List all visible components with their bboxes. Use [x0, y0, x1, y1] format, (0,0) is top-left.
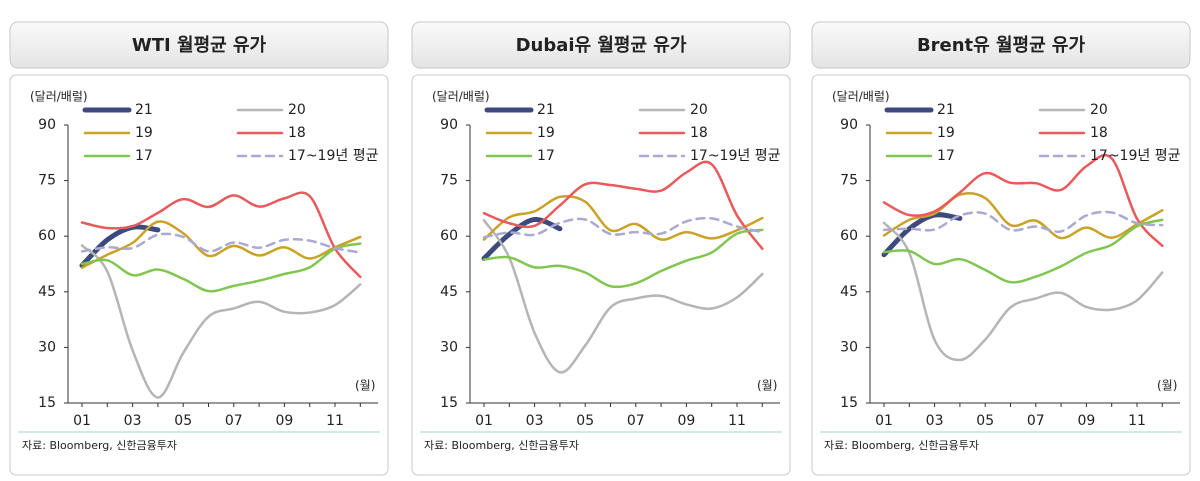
legend-label: 20 — [288, 102, 306, 118]
series-line — [882, 153, 1164, 248]
y-tick-label: 15 — [440, 395, 458, 411]
series-line — [882, 192, 1164, 240]
source: 자료: Bloomberg, 신한금융투자 — [824, 439, 979, 452]
chart-box — [411, 74, 791, 476]
series-line — [482, 216, 764, 239]
x-tick-label: 03 — [526, 413, 544, 429]
x-tick-label: 03 — [926, 413, 944, 429]
series-line — [882, 221, 1164, 362]
legend-label: 21 — [537, 102, 555, 118]
y-tick-label: 90 — [440, 117, 458, 133]
x-tick-label: 09 — [1077, 413, 1095, 429]
x-tick-label: 05 — [576, 413, 594, 429]
x-tick-label: 03 — [124, 413, 142, 429]
legend-label: 17 — [537, 148, 555, 164]
series-line — [482, 228, 764, 289]
legend-label: 18 — [1090, 125, 1108, 141]
y-tick-label: 30 — [840, 339, 858, 355]
series-line — [80, 191, 362, 279]
legend-label: 21 — [135, 102, 153, 118]
chart-title: WTI 월평균 유가 — [132, 35, 267, 56]
y-tick-label: 45 — [440, 284, 458, 300]
series-line — [80, 220, 362, 269]
series-line — [482, 219, 764, 374]
y-tick-label: 60 — [38, 228, 56, 244]
series-line — [882, 210, 1164, 233]
legend-label: 19 — [135, 125, 153, 141]
panel: Dubai유 월평균 유가 (달러/배럴) (월) 15 30 45 60 75 90 01 03 0… — [411, 21, 791, 476]
y-tick-label: 75 — [840, 173, 858, 189]
legend-label: 18 — [690, 125, 708, 141]
series-line — [482, 194, 764, 241]
title-box — [411, 21, 791, 69]
y-tick-label: 90 — [38, 117, 56, 133]
y-axis-label: (달러/배럴) — [832, 90, 890, 104]
series-line — [882, 218, 1164, 284]
y-tick-label: 60 — [840, 228, 858, 244]
legend-label: 20 — [690, 102, 708, 118]
chart-box — [811, 74, 1191, 476]
y-axis-label: (달러/배럴) — [30, 90, 88, 104]
x-tick-label: 05 — [174, 413, 192, 429]
chart-title: Dubai유 월평균 유가 — [516, 35, 687, 56]
y-tick-label: 15 — [840, 395, 858, 411]
source: 자료: Bloomberg, 신한금융투자 — [22, 439, 177, 452]
x-tick-label: 09 — [677, 413, 695, 429]
y-tick-label: 60 — [440, 228, 458, 244]
chart-title: Brent유 월평균 유가 — [917, 35, 1086, 56]
series-line — [80, 232, 362, 254]
series-line — [481, 217, 563, 261]
series-line — [80, 244, 362, 399]
x-tick-label: 11 — [728, 413, 746, 429]
x-tick-label: 01 — [875, 413, 893, 429]
legend-label: 18 — [288, 125, 306, 141]
x-tick-label: 09 — [275, 413, 293, 429]
legend-label: 21 — [937, 102, 955, 118]
series-line — [80, 242, 362, 293]
y-tick-label: 75 — [38, 173, 56, 189]
x-tick-label: 07 — [1027, 413, 1045, 429]
y-tick-label: 90 — [840, 117, 858, 133]
y-tick-label: 30 — [38, 339, 56, 355]
source: 자료: Bloomberg, 신한금융투자 — [424, 439, 579, 452]
x-tick-label: 11 — [1128, 413, 1146, 429]
x-axis-label: (월) — [355, 379, 375, 393]
y-tick-label: 75 — [440, 173, 458, 189]
y-tick-label: 30 — [440, 339, 458, 355]
legend-label: 17~19년 평균 — [690, 148, 781, 164]
legend-label: 19 — [537, 125, 555, 141]
panel: WTI 월평균 유가 (달러/배럴) (월) 15 30 45 60 75 90 01 03 05 07… — [9, 21, 389, 476]
x-tick-label: 05 — [976, 413, 994, 429]
legend-label: 20 — [1090, 102, 1108, 118]
x-tick-label: 11 — [326, 413, 344, 429]
legend-label: 17~19년 평균 — [288, 148, 379, 164]
y-tick-label: 45 — [38, 284, 56, 300]
chart-box — [9, 74, 389, 476]
x-axis-label: (월) — [1157, 379, 1177, 393]
y-tick-label: 15 — [38, 395, 56, 411]
legend-label: 17 — [937, 148, 955, 164]
x-axis-label: (월) — [757, 379, 777, 393]
legend-label: 17~19년 평균 — [1090, 148, 1181, 164]
panel: Brent유 월평균 유가 (달러/배럴) (월) 15 30 45 60 75 90 01 03 0… — [811, 21, 1191, 476]
legend-label: 17 — [135, 148, 153, 164]
title-box — [9, 21, 389, 69]
x-tick-label: 07 — [225, 413, 243, 429]
x-tick-label: 01 — [475, 413, 493, 429]
y-axis-label: (달러/배럴) — [432, 90, 490, 104]
series-line — [881, 212, 963, 258]
y-tick-label: 45 — [840, 284, 858, 300]
legend-label: 19 — [937, 125, 955, 141]
x-tick-label: 01 — [73, 413, 91, 429]
series-line — [482, 160, 764, 251]
title-box — [811, 21, 1191, 69]
x-tick-label: 07 — [627, 413, 645, 429]
